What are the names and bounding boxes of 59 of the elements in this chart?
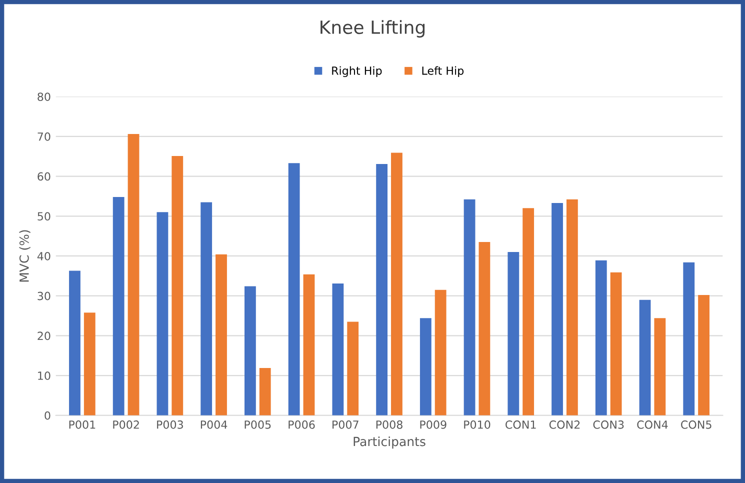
bar (216, 254, 227, 416)
bar (522, 208, 534, 416)
x-tick-label: P003 (157, 420, 183, 429)
bar (595, 260, 607, 416)
x-tick-label: P005 (244, 420, 271, 429)
y-tick-label: 70 (38, 132, 50, 141)
bar (508, 252, 520, 416)
x-tick-label: CON3 (593, 420, 624, 429)
x-tick-label: CON4 (637, 420, 668, 429)
bar (200, 202, 212, 416)
y-tick-label: 30 (38, 292, 50, 300)
bar (464, 199, 476, 416)
y-tick-label: 60 (38, 172, 50, 181)
bar (128, 134, 140, 416)
bar (84, 312, 96, 416)
y-tick-label: 10 (38, 372, 50, 380)
y-tick-label: 20 (38, 332, 50, 340)
bar (259, 368, 271, 416)
bar (434, 290, 446, 416)
bar (639, 300, 651, 416)
bar (698, 295, 710, 416)
bar (654, 318, 666, 416)
x-tick-label: P006 (288, 420, 315, 429)
bar (69, 270, 80, 416)
x-tick-label: P007 (332, 420, 358, 429)
bar (610, 272, 622, 416)
y-axis-title: MVC (%) (19, 230, 30, 282)
bar (156, 212, 168, 416)
bar (172, 156, 184, 416)
bar (552, 202, 563, 416)
x-tick-label: CON5 (681, 420, 712, 429)
bar (376, 164, 388, 416)
bar (112, 197, 124, 416)
x-tick-label: CON1 (506, 420, 536, 429)
bar (347, 322, 359, 416)
bar (420, 318, 432, 416)
x-tick-label: P008 (376, 420, 402, 429)
y-tick-label: 50 (38, 212, 50, 221)
x-tick-label: P004 (200, 420, 228, 429)
chart-title: Knee Lifting (320, 20, 425, 38)
bar (683, 262, 695, 416)
bar (391, 152, 402, 416)
x-tick-label: P010 (464, 420, 490, 429)
y-tick-label: 80 (38, 92, 50, 101)
bar (332, 283, 344, 416)
x-tick-label: CON2 (549, 420, 580, 429)
x-tick-label: P002 (113, 420, 139, 429)
bar (244, 286, 256, 416)
bar (566, 199, 578, 416)
x-tick-label: P001 (69, 420, 96, 429)
bar (303, 274, 315, 416)
y-tick-label: 0 (44, 411, 50, 420)
y-tick-label: 40 (37, 252, 50, 260)
x-tick-label: P009 (420, 420, 446, 429)
x-axis-title: Participants (354, 436, 426, 449)
legend-label: Right Hip (332, 66, 382, 78)
legend-label: Left Hip (422, 66, 464, 78)
bar (288, 163, 300, 416)
bar (478, 242, 490, 416)
